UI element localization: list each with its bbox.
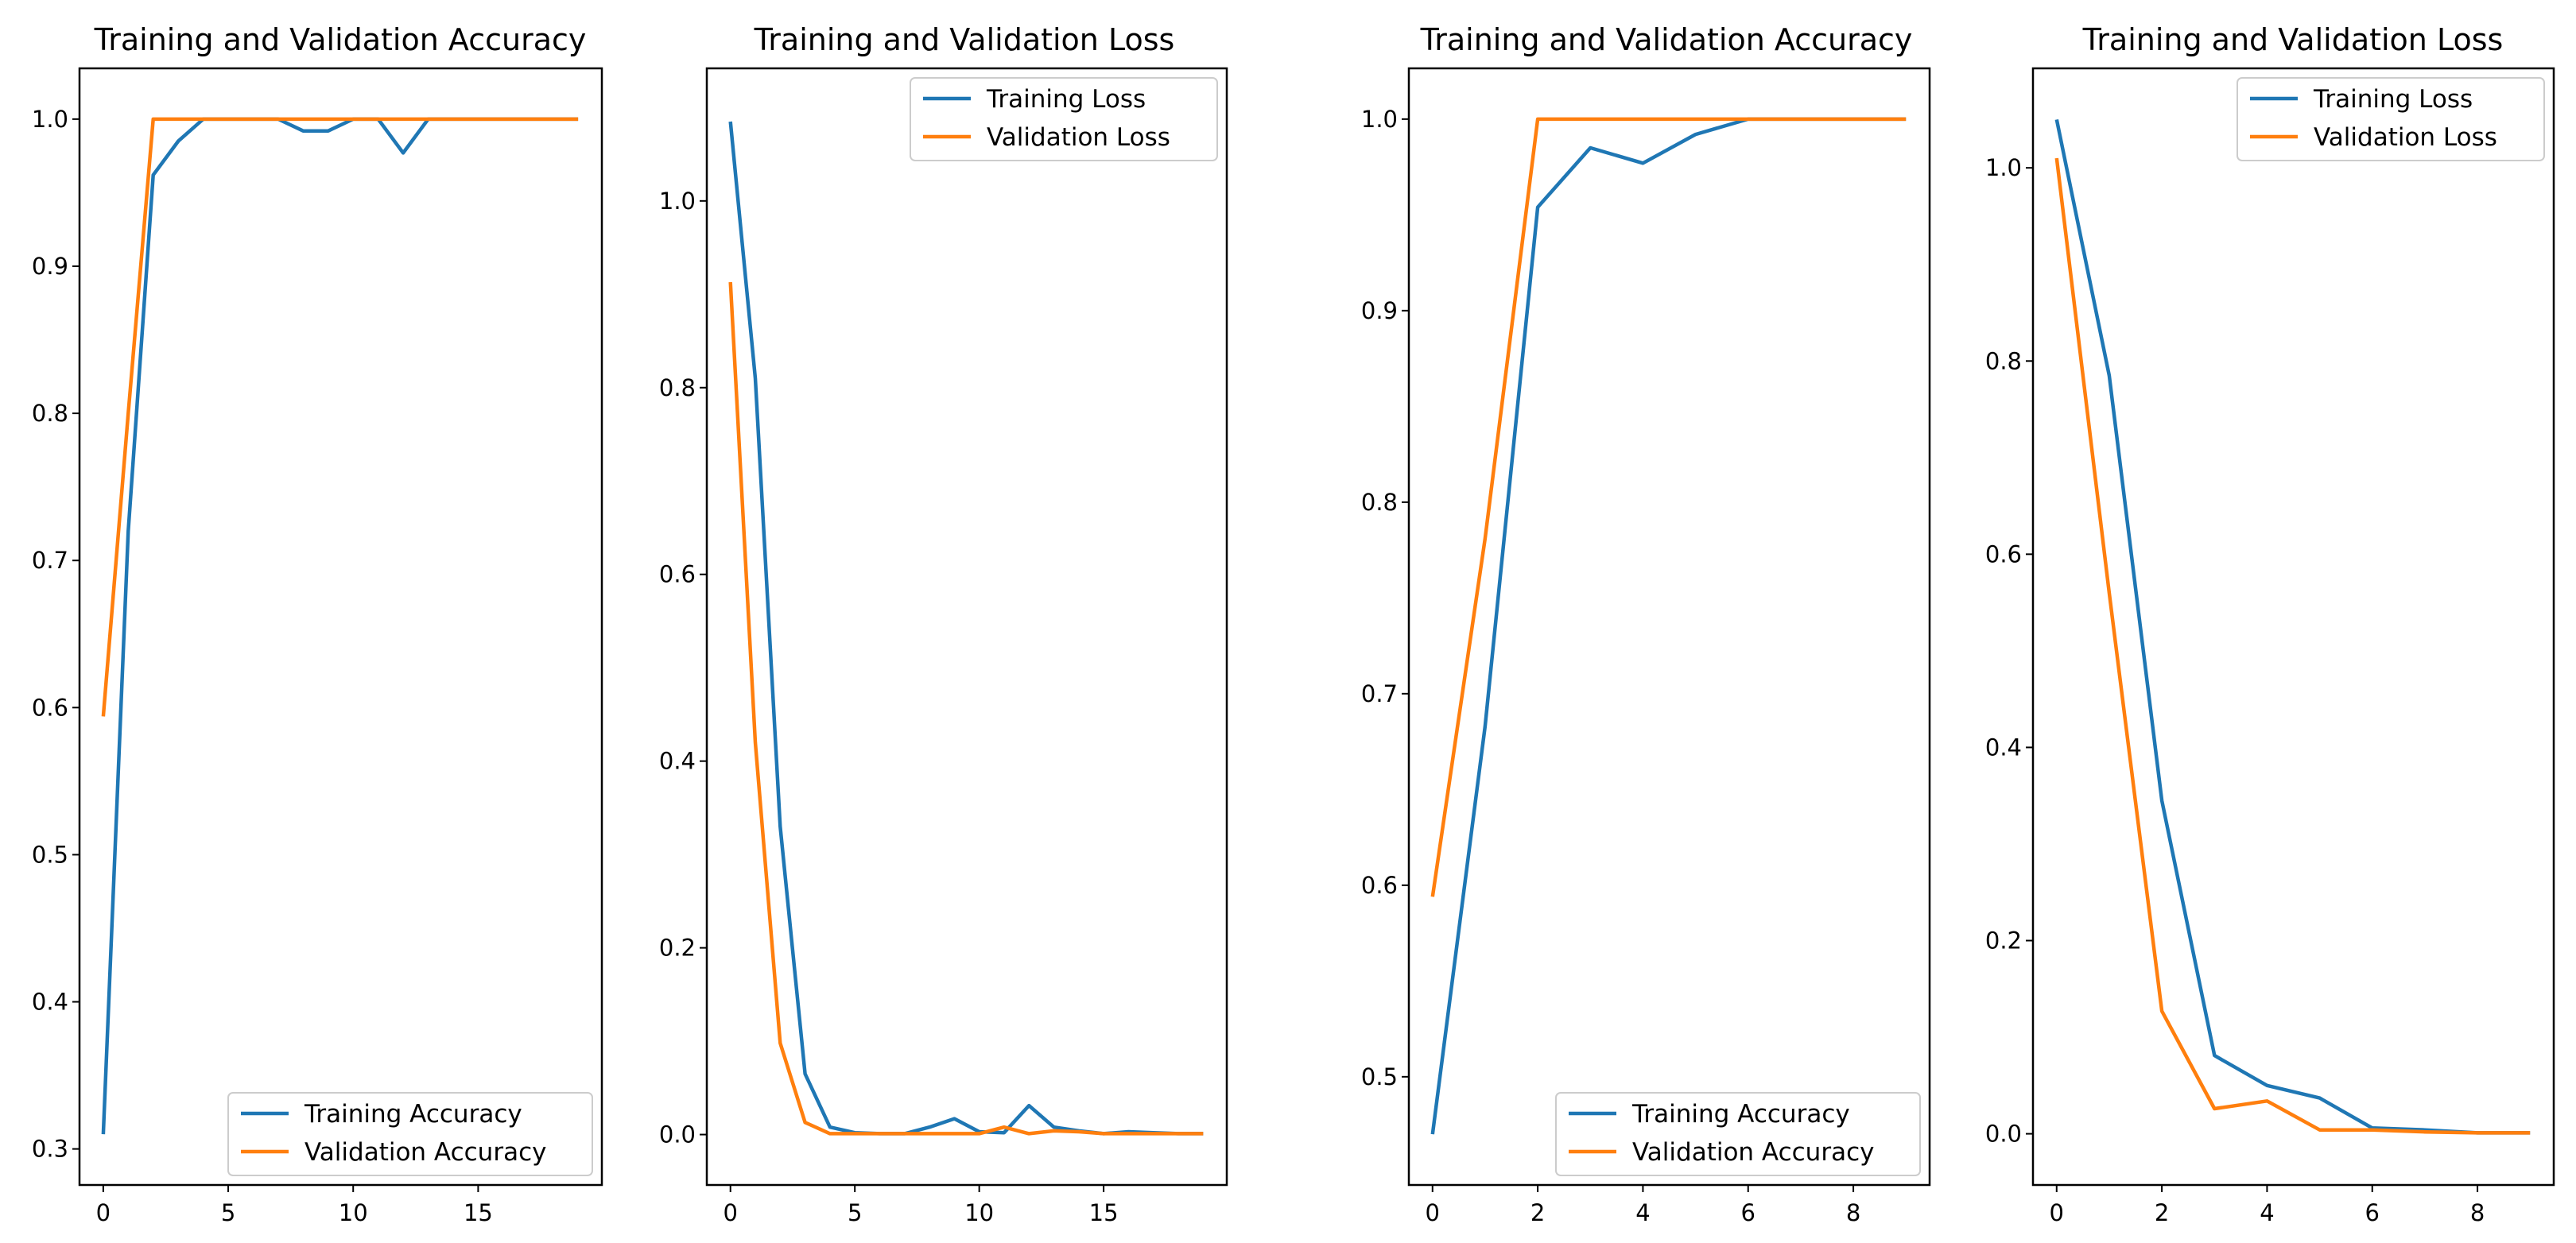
- chart-title: Training and Validation Loss: [2082, 22, 2504, 57]
- x-tick-label: 2: [1530, 1199, 1545, 1226]
- series-line-validation-accuracy: [1430, 117, 1907, 897]
- y-tick-label: 0.7: [1361, 680, 1398, 707]
- y-tick-label: 0.8: [659, 374, 696, 401]
- plot-frame: [705, 67, 1228, 1187]
- y-tick-label: 0.3: [32, 1136, 68, 1163]
- y-tick-label: 1.0: [1985, 154, 2022, 181]
- x-tick-label: 15: [464, 1199, 493, 1226]
- y-tick-label: 1.0: [659, 188, 696, 215]
- y-tick-label: 0.8: [32, 400, 68, 427]
- x-tick-label: 0: [1426, 1199, 1440, 1226]
- y-tick-label: 0.2: [1985, 927, 2022, 955]
- legend-label: Training Accuracy: [304, 1100, 522, 1129]
- plot-frame: [2031, 67, 2555, 1187]
- legend: Training Loss Validation Loss: [2237, 77, 2545, 161]
- y-tick-label: 0.7: [32, 547, 68, 574]
- plot-area: 0.0 0.2 0.4 0.6 0.8 1.0 0 2 4 6 8 Training Loss Vali…: [1985, 77, 2545, 1226]
- legend-label: Validation Accuracy: [305, 1138, 546, 1167]
- y-tick-label: 1.0: [1361, 106, 1398, 133]
- chart-panel-4: Training and Validation Loss 0.00.20.40.…: [1985, 22, 2555, 1226]
- y-tick-label: 0.9: [32, 253, 68, 280]
- x-tick-label: 10: [339, 1199, 368, 1226]
- legend: Training Accuracy Validation Accuracy: [1555, 1092, 1921, 1176]
- y-tick-label: 0.4: [1985, 734, 2022, 761]
- legend-label: Validation Accuracy: [1632, 1138, 1874, 1167]
- y-tick-label: 0.4: [659, 748, 696, 775]
- x-tick-label: 4: [1635, 1199, 1650, 1226]
- plot-frame: [78, 67, 603, 1187]
- legend-box: [1555, 1092, 1921, 1176]
- legend: Training Accuracy Validation Accuracy: [227, 1092, 593, 1176]
- chart-title: Training and Validation Accuracy: [94, 22, 587, 57]
- y-tick-label: 0.5: [1361, 1063, 1398, 1090]
- legend-label: Training Accuracy: [1631, 1100, 1850, 1129]
- y-tick-label: 0.6: [659, 561, 696, 588]
- x-tick-label: 8: [1846, 1199, 1860, 1226]
- series-line-validation-accuracy: [101, 117, 579, 717]
- x-tick-label: 6: [1741, 1199, 1755, 1226]
- x-tick-label: 5: [848, 1199, 862, 1226]
- chart-title: Training and Validation Loss: [754, 22, 1175, 57]
- y-tick-label: 0.8: [1361, 489, 1398, 516]
- y-tick-label: 0.5: [32, 841, 68, 868]
- plot-area: 0.0 0.2 0.4 0.6 0.8 1.0 0 5 10 15 Training Loss Val…: [659, 77, 1218, 1226]
- chart-panel-1: Training and Validation Accuracy 0.30.40…: [32, 22, 603, 1226]
- x-tick-label: 6: [2365, 1199, 2380, 1226]
- y-tick-label: 0.6: [1361, 872, 1398, 899]
- y-tick-label: 0.0: [1985, 1121, 2022, 1148]
- legend-label: Validation Loss: [987, 123, 1170, 152]
- y-tick-label: 0.0: [659, 1121, 696, 1148]
- y-tick-label: 0.2: [659, 935, 696, 962]
- x-tick-label: 2: [2155, 1199, 2169, 1226]
- x-tick-label: 10: [964, 1199, 994, 1226]
- chart-panel-2: Training and Validation Loss 0.00.20.40.…: [659, 22, 1228, 1226]
- chart-title: Training and Validation Accuracy: [1420, 22, 1913, 57]
- x-tick-label: 4: [2260, 1199, 2274, 1226]
- y-tick-label: 0.9: [1361, 297, 1398, 324]
- plot-frame: [1407, 67, 1931, 1187]
- series-line-validation-loss: [2054, 157, 2531, 1135]
- x-tick-label: 0: [724, 1199, 738, 1226]
- legend-box: [227, 1092, 593, 1176]
- y-tick-label: 1.0: [32, 106, 68, 133]
- legend-label: Training Loss: [2313, 85, 2473, 114]
- legend-label: Validation Loss: [2314, 123, 2497, 152]
- legend-box: [2237, 77, 2545, 161]
- x-tick-label: 15: [1089, 1199, 1119, 1226]
- plot-area: 0.3 0.4 0.5 0.6 0.7 0.8 0.9 1.0 0 5 10 15 Training A…: [32, 106, 593, 1226]
- y-tick-label: 0.6: [32, 694, 68, 721]
- chart-panel-3: Training and Validation Accuracy 0.50.60…: [1361, 22, 1931, 1226]
- y-tick-label: 0.4: [32, 989, 68, 1016]
- plot-area: 0.5 0.6 0.7 0.8 0.9 1.0 0 2 4 6 8 Training Accuracy…: [1361, 106, 1921, 1226]
- x-tick-label: 8: [2470, 1199, 2485, 1226]
- series-line-validation-loss: [728, 281, 1204, 1136]
- y-tick-label: 0.6: [1985, 540, 2022, 567]
- legend-box: [910, 77, 1218, 161]
- x-tick-label: 0: [2050, 1199, 2064, 1226]
- x-tick-label: 0: [96, 1199, 111, 1226]
- x-tick-label: 5: [221, 1199, 235, 1226]
- legend: Training Loss Validation Loss: [910, 77, 1218, 161]
- y-tick-label: 0.8: [1985, 347, 2022, 374]
- legend-label: Training Loss: [986, 85, 1146, 114]
